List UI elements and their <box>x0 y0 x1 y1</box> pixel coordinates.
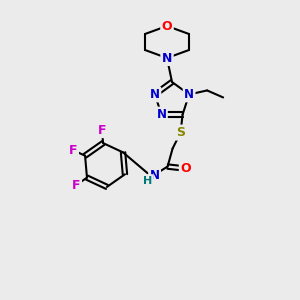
Text: N: N <box>162 52 172 64</box>
Text: N: N <box>150 169 160 182</box>
Text: S: S <box>176 126 185 139</box>
Text: O: O <box>162 20 172 32</box>
Text: F: F <box>98 124 106 136</box>
Text: F: F <box>72 178 81 192</box>
Text: F: F <box>69 144 77 157</box>
Text: N: N <box>156 108 167 121</box>
Text: H: H <box>143 176 152 186</box>
Text: N: N <box>150 88 160 101</box>
Text: N: N <box>184 88 194 101</box>
Text: O: O <box>180 162 191 175</box>
